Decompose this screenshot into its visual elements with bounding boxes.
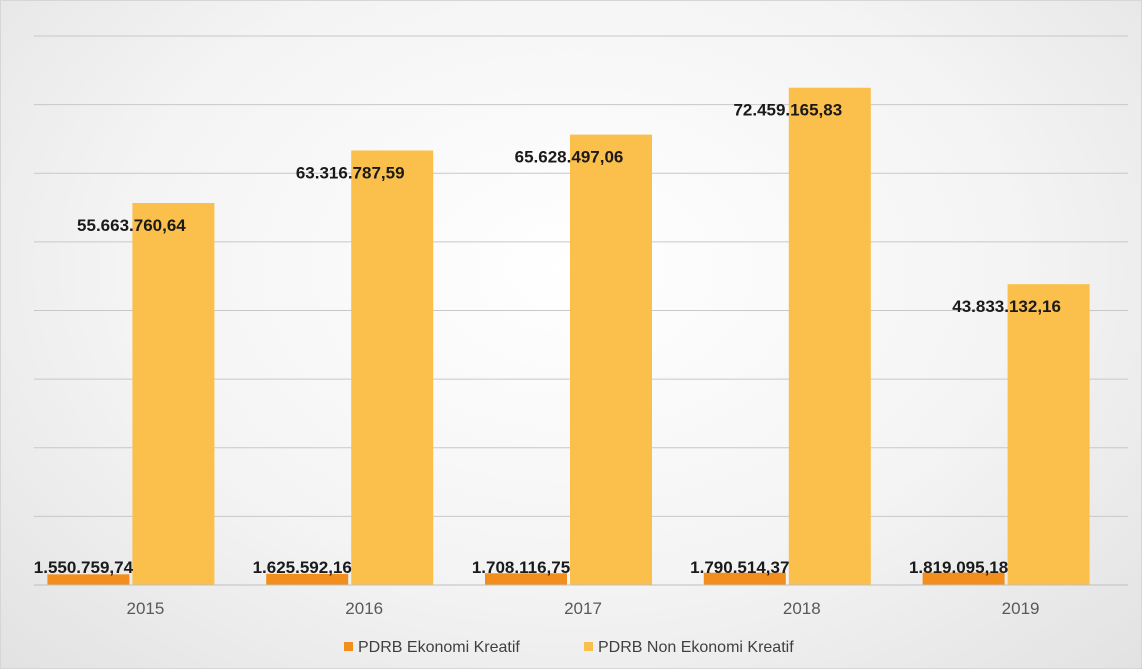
x-axis-labels: 2015 2016 2017 2018 2019: [126, 599, 1039, 618]
x-tick-label: 2017: [564, 599, 602, 618]
bars: [47, 87, 1090, 586]
data-label-ekonomi-kreatif: 1.625.592,16: [253, 558, 352, 577]
data-label-ekonomi-kreatif: 1.819.095,18: [909, 558, 1008, 577]
bar-ekonomi-kreatif-2018: [703, 572, 786, 585]
x-tick-label: 2015: [126, 599, 164, 618]
legend-label: PDRB Non Ekonomi Kreatif: [598, 639, 794, 656]
bar-non-ekonomi-kreatif-2015: [132, 203, 215, 585]
legend-label: PDRB Ekonomi Kreatif: [358, 639, 520, 656]
bar-ekonomi-kreatif-2019: [922, 572, 1005, 585]
data-label-non-ekonomi-kreatif: 72.459.165,83: [733, 101, 842, 120]
bar-ekonomi-kreatif-2016: [266, 573, 349, 585]
x-tick-label: 2019: [1002, 599, 1040, 618]
data-label-ekonomi-kreatif: 1.708.116,75: [472, 558, 570, 577]
bar-ekonomi-kreatif-2017: [485, 573, 567, 585]
data-label-non-ekonomi-kreatif: 63.316.787,59: [296, 163, 405, 182]
data-label-ekonomi-kreatif: 1.790.514,37: [690, 558, 789, 577]
data-labels: 1.550.759,74 55.663.760,64 1.625.592,16 63.…: [34, 101, 1061, 577]
data-label-non-ekonomi-kreatif: 65.628.497,06: [515, 148, 624, 167]
bar-non-ekonomi-kreatif-2016: [351, 150, 434, 586]
legend-swatch: [584, 642, 593, 651]
legend: PDRB Ekonomi Kreatif PDRB Non Ekonomi Kre…: [344, 639, 794, 656]
x-tick-label: 2018: [783, 599, 821, 618]
x-tick-label: 2016: [345, 599, 383, 618]
bar-ekonomi-kreatif-2015: [47, 574, 130, 585]
data-label-non-ekonomi-kreatif: 43.833.132,16: [952, 297, 1061, 316]
bar-non-ekonomi-kreatif-2019: [1007, 284, 1090, 585]
bar-non-ekonomi-kreatif-2018: [788, 87, 871, 586]
legend-swatch: [344, 642, 353, 651]
bar-non-ekonomi-kreatif-2017: [570, 134, 652, 585]
data-label-non-ekonomi-kreatif: 55.663.760,64: [77, 216, 186, 235]
data-label-ekonomi-kreatif: 1.550.759,74: [34, 558, 134, 577]
